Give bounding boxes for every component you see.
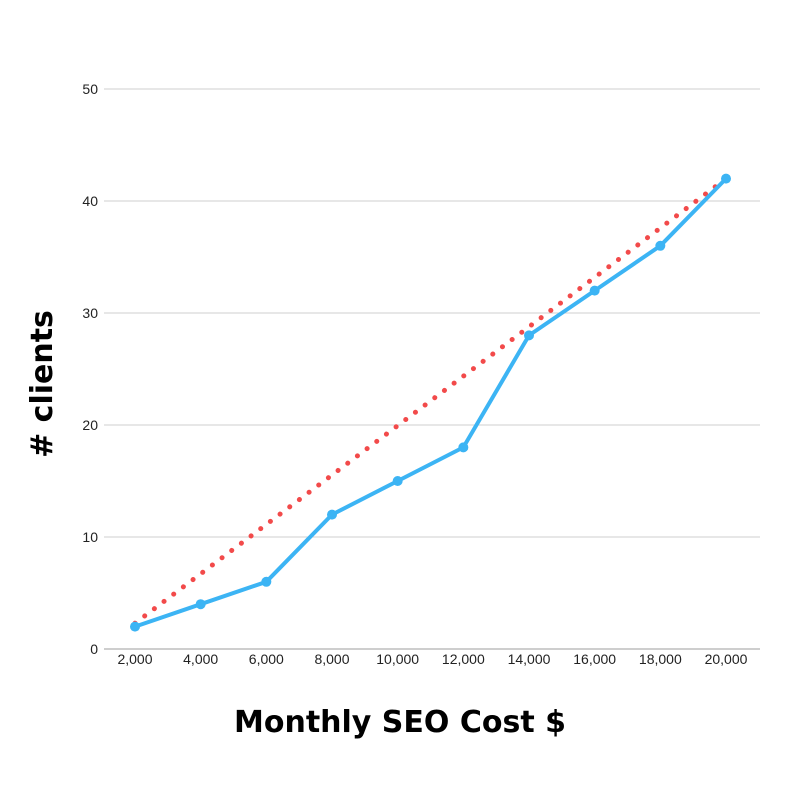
gridlines <box>104 88 760 650</box>
x-tick-label: 20,000 <box>705 651 748 667</box>
x-tick-label: 14,000 <box>508 651 551 667</box>
series-line-clients <box>133 176 728 629</box>
y-axis-title: # clients <box>25 310 60 458</box>
data-point <box>327 509 337 520</box>
y-tick-label: 40 <box>82 193 98 209</box>
data-point <box>458 442 469 453</box>
x-tick-label: 16,000 <box>573 651 616 667</box>
series-layer <box>130 173 731 632</box>
x-tick-label: 10,000 <box>376 651 419 667</box>
y-axis-tick-labels: 0 10 20 30 40 50 <box>82 81 98 657</box>
trendline <box>132 176 729 626</box>
trendline-layer <box>132 176 729 626</box>
x-axis-tick-labels: 2,000 4,000 6,000 8,000 10,000 12,000 14,000 16… <box>117 651 747 667</box>
y-tick-label: 50 <box>82 81 98 97</box>
y-tick-label: 10 <box>82 529 98 545</box>
data-point <box>392 476 403 486</box>
data-point <box>130 621 140 632</box>
y-tick-label: 0 <box>90 641 98 657</box>
x-axis-title: Monthly SEO Cost $ <box>234 705 566 740</box>
data-point <box>589 285 600 296</box>
x-tick-label: 2,000 <box>117 651 152 667</box>
x-tick-label: 8,000 <box>314 651 349 667</box>
x-tick-label: 12,000 <box>442 651 485 667</box>
data-point <box>261 576 272 587</box>
data-point <box>524 330 534 341</box>
data-point <box>195 599 206 610</box>
x-tick-label: 18,000 <box>639 651 682 667</box>
data-point <box>721 173 731 184</box>
x-tick-label: 6,000 <box>249 651 284 667</box>
y-tick-label: 20 <box>82 417 98 433</box>
y-tick-label: 30 <box>82 305 98 321</box>
data-point <box>655 240 666 251</box>
x-tick-label: 4,000 <box>183 651 218 667</box>
